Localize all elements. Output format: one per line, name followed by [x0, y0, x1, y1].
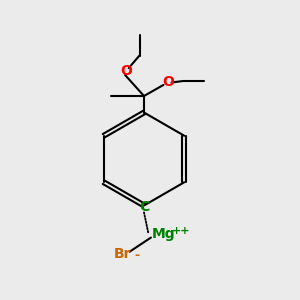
Text: C: C	[139, 200, 149, 214]
Text: O: O	[120, 64, 132, 78]
Text: ++: ++	[172, 226, 190, 236]
Text: -: -	[134, 249, 140, 262]
Text: Br: Br	[114, 247, 132, 260]
Text: O: O	[163, 76, 175, 89]
Text: Mg: Mg	[152, 227, 176, 241]
